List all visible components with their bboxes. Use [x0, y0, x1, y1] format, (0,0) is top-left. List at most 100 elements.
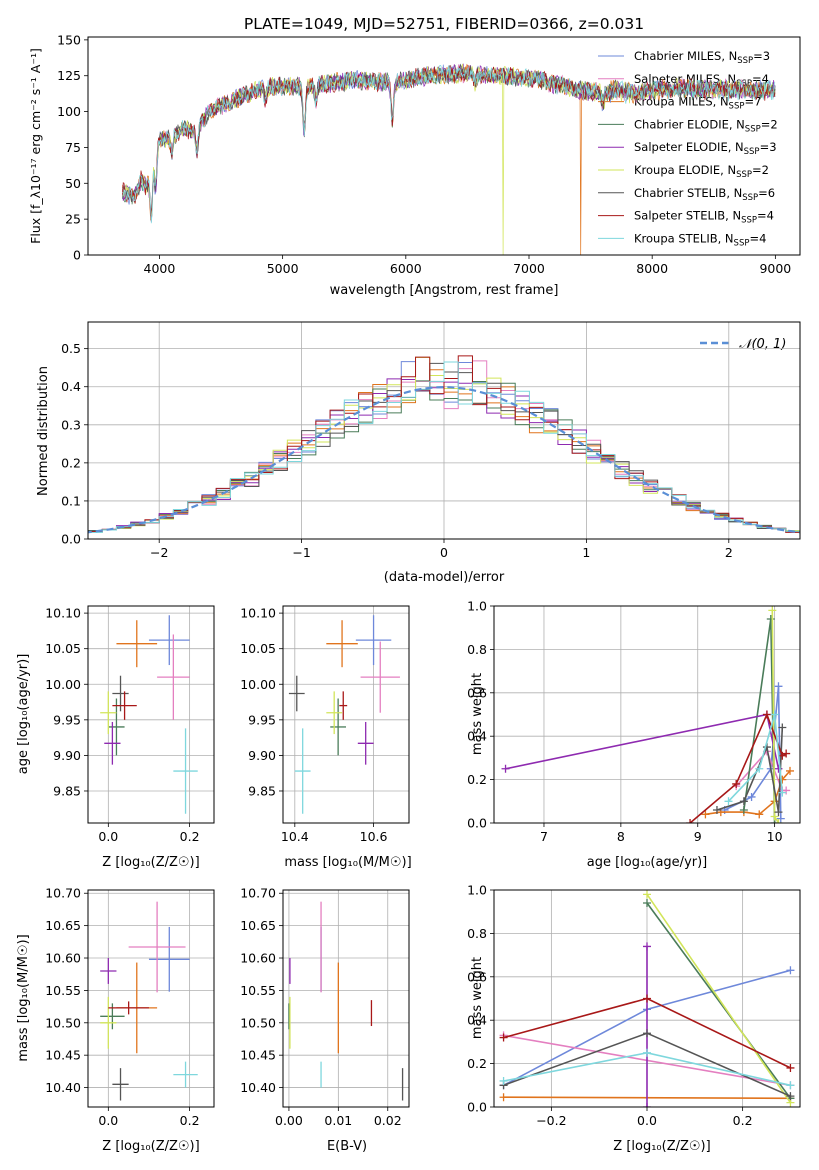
- residuals-ytick-label-0: 0.0: [61, 532, 81, 547]
- wZ-series-6: [646, 893, 792, 1104]
- spectrum-xtick-label-5: 9000: [759, 261, 791, 276]
- weight-vs-Z-panel: Z [log₁₀(Z/Z☉)] mass weight −0.2 0.0 0.2 0.…: [467, 883, 801, 1154]
- wZ-marker-9-3: [786, 1081, 795, 1090]
- wAge-marker-1-4: [774, 682, 783, 691]
- wAge-marker-3-1: [701, 810, 710, 819]
- spectrum-axes: 4000 5000 6000 7000 8000 9000 0 25 50 75 100 125 150: [57, 32, 791, 276]
- wAge-ytick-label-4: 0.8: [467, 642, 487, 657]
- massZ-point-7: [112, 1068, 129, 1101]
- ageZ-ytick-label-3: 10.00: [45, 677, 81, 692]
- ageZ-ytick-label-5: 10.10: [45, 606, 81, 621]
- wAge-marker-4-1: [739, 805, 748, 814]
- wZ-axes: −0.2 0.0 0.2 0.0 0.2 0.4 0.6 0.8 1.0: [467, 883, 800, 1128]
- ageM-point-5: [357, 721, 374, 765]
- wZ-ylabel: mass weight: [470, 957, 485, 1039]
- wZ-ytick-label-4: 0.8: [467, 926, 487, 941]
- massEBV-ytick-label-6: 10.70: [240, 886, 276, 901]
- massZ-ytick-label-2: 10.50: [45, 1015, 81, 1030]
- legend-label-9: Kroupa STELIB, NSSP=4: [634, 231, 766, 248]
- residuals-ytick-label-4: 0.4: [61, 379, 81, 394]
- wZ-marker-9-1: [499, 1076, 508, 1085]
- ageM-ytick-label-4: 10.05: [240, 641, 276, 656]
- massEBV-frame: [282, 889, 410, 1108]
- massEBV-ytick-label-2: 10.50: [240, 1015, 276, 1030]
- ageM-xtick-label-0: 10.4: [281, 829, 309, 844]
- wAge-lines: [501, 606, 795, 823]
- wZ-ytick-label-5: 1.0: [467, 883, 487, 898]
- wAge-ytick-label-0: 0.0: [467, 816, 487, 831]
- legend-label-6: Kroupa ELODIE, NSSP=2: [634, 163, 769, 180]
- residuals-xtick-label-4: 2: [725, 545, 733, 560]
- spectrum-xtick-label-2: 6000: [390, 261, 422, 276]
- spectrum-xtick-label-1: 5000: [267, 261, 299, 276]
- wAge-marker-4-2: [766, 615, 775, 624]
- ageZ-point-3: [116, 620, 158, 668]
- wAge-ylabel: mass weight: [470, 673, 485, 755]
- wZ-marker-1-3: [786, 966, 795, 975]
- ageM-point-2: [360, 641, 400, 713]
- legend-val-4: =2: [761, 117, 778, 131]
- wZ-marker-5-2: [643, 942, 651, 951]
- wAge-xtick-label-3: 10: [767, 829, 783, 844]
- residuals-ytick-label-2: 0.2: [61, 455, 81, 470]
- residuals-xtick-label-0: −2: [150, 545, 168, 560]
- legend-sub-9: SSP: [734, 238, 750, 248]
- ageZ-point-1: [148, 615, 190, 666]
- spectrum-ytick-label-1: 25: [65, 212, 81, 227]
- ageM-point-8: [339, 691, 348, 720]
- wAge-xlabel: age [log₁₀(age/yr)]: [587, 855, 708, 870]
- ageM-ytick-label-5: 10.10: [240, 606, 276, 621]
- massZ-frame: [87, 889, 215, 1108]
- wAge-marker-7-4: [774, 808, 783, 817]
- spectrum-lines: [122, 63, 776, 255]
- ageZ-ytick-label-4: 10.05: [45, 641, 81, 656]
- massZ-axes: 0.0 0.2 10.40 10.45 10.50 10.55 10.60 10.65 10.7…: [45, 886, 214, 1128]
- wZ-marker-5-1: [643, 1103, 651, 1107]
- massEBV-ytick-label-3: 10.55: [240, 983, 276, 998]
- ageZ-points: [100, 615, 198, 814]
- age-vs-mass-panel: mass [log₁₀(M/M☉)] 10.4 10.69.859.909.951…: [240, 605, 412, 870]
- spectrum-ytick-label-5: 125: [57, 68, 81, 83]
- wAge-marker-7-5: [778, 723, 787, 732]
- legend-val-5: =3: [760, 140, 777, 154]
- wZ-xlabel: Z [log₁₀(Z/Z☉)]: [613, 1139, 710, 1154]
- spectrum-ytick-label-4: 100: [57, 104, 81, 119]
- legend-label-4: Chabrier ELODIE, NSSP=2: [634, 117, 778, 134]
- spectrum-ytick-label-0: 0: [73, 248, 81, 263]
- normal-curve: [88, 385, 800, 534]
- ageM-point-7: [288, 675, 305, 712]
- legend-val-8: =4: [757, 209, 774, 223]
- residuals-xlabel: (data-model)/error: [384, 570, 505, 585]
- legend-label-7: Chabrier STELIB, NSSP=6: [634, 186, 775, 203]
- spectrum-xlabel: wavelength [Angstrom, rest frame]: [330, 283, 559, 298]
- legend-sub-2: SSP: [736, 79, 752, 89]
- wAge-marker-7-2: [739, 797, 748, 806]
- wZ-xtick-label-1: 0.0: [637, 1113, 657, 1128]
- spectrum-ylabel: Flux [f_λ10⁻¹⁷ erg cm⁻² s⁻¹ A⁻¹]: [28, 48, 43, 244]
- residuals-ytick-label-1: 0.1: [61, 493, 81, 508]
- massZ-ytick-label-3: 10.55: [45, 983, 81, 998]
- ageZ-frame: [87, 605, 215, 824]
- ageZ-axes: 0.0 0.2 9.85 9.90 9.95 10.00 10.05 10.10: [45, 606, 214, 844]
- massZ-ytick-label-4: 10.60: [45, 951, 81, 966]
- wZ-ytick-label-3: 0.6: [467, 969, 487, 984]
- massZ-point-6: [100, 996, 117, 1049]
- wZ-marker-6-1: [643, 890, 651, 899]
- wAge-marker-3-7: [786, 766, 795, 775]
- massEBV-ytick-label-0: 10.40: [240, 1080, 276, 1095]
- ageM-ytick-label-1: 9.90: [248, 748, 276, 763]
- spectrum-frame: [87, 36, 801, 256]
- wAge-marker-9-1: [724, 797, 733, 806]
- wAge-frame: [493, 605, 801, 824]
- massZ-xtick-label-0: 0.0: [98, 1113, 118, 1128]
- ageZ-point-9: [173, 728, 198, 814]
- wZ-marker-4-1: [643, 899, 651, 908]
- wAge-xtick-label-0: 7: [540, 829, 548, 844]
- spectrum-xtick-label-3: 7000: [513, 261, 545, 276]
- residuals-frame: [87, 321, 801, 540]
- wAge-ytick-label-1: 0.2: [467, 772, 487, 787]
- massZ-ytick-label-0: 10.40: [45, 1080, 81, 1095]
- spectrum-panel: PLATE=1049, MJD=52751, FIBERID=0366, z=0…: [28, 15, 801, 298]
- legend-label-8: Salpeter STELIB, NSSP=4: [634, 209, 774, 226]
